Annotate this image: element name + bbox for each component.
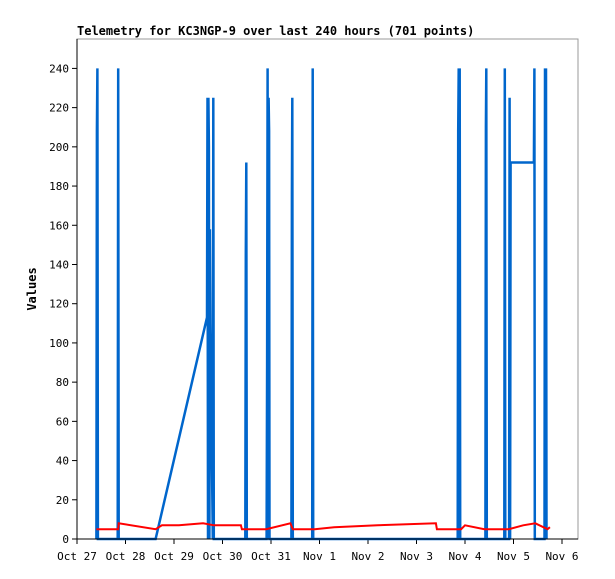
x-tick-label: Oct 29 xyxy=(154,550,194,563)
y-tick-label: 160 xyxy=(49,219,69,232)
x-tick-label: Nov 3 xyxy=(400,550,433,563)
y-tick-label: 0 xyxy=(62,533,69,546)
y-tick-label: 240 xyxy=(49,62,69,75)
y-tick-label: 100 xyxy=(49,337,69,350)
x-tick-label: Oct 30 xyxy=(203,550,243,563)
y-tick-label: 220 xyxy=(49,102,69,115)
x-tick-label: Nov 5 xyxy=(497,550,530,563)
plot-area xyxy=(76,38,579,540)
y-tick-label: 120 xyxy=(49,298,69,311)
y-axis: 0 20 40 60 80 100 120 140 160 180 200 220 240 xyxy=(49,62,77,546)
series-line-0 xyxy=(95,68,548,541)
y-axis-title: Values xyxy=(25,267,39,310)
y-tick-label: 40 xyxy=(56,455,69,468)
y-tick-label: 60 xyxy=(56,415,69,428)
x-axis: Oct 27 Oct 28 Oct 29 Oct 30 Oct 31 Nov 1 Nov 2… xyxy=(57,539,579,563)
y-tick-label: 20 xyxy=(56,494,69,507)
chart-title: Telemetry for KC3NGP-9 over last 240 hou… xyxy=(77,24,474,38)
y-tick-label: 140 xyxy=(49,258,69,271)
x-tick-label: Nov 4 xyxy=(448,550,481,563)
y-tick-label: 200 xyxy=(49,141,69,154)
x-tick-label: Nov 6 xyxy=(545,550,578,563)
y-tick-label: 180 xyxy=(49,180,69,193)
x-tick-label: Oct 27 xyxy=(57,550,97,563)
series-line-1 xyxy=(96,522,551,531)
x-tick-label: Oct 31 xyxy=(251,550,291,563)
x-tick-label: Nov 1 xyxy=(303,550,336,563)
series-layer xyxy=(95,68,551,541)
x-tick-label: Oct 28 xyxy=(106,550,146,563)
x-tick-label: Nov 2 xyxy=(351,550,384,563)
y-tick-label: 80 xyxy=(56,376,69,389)
